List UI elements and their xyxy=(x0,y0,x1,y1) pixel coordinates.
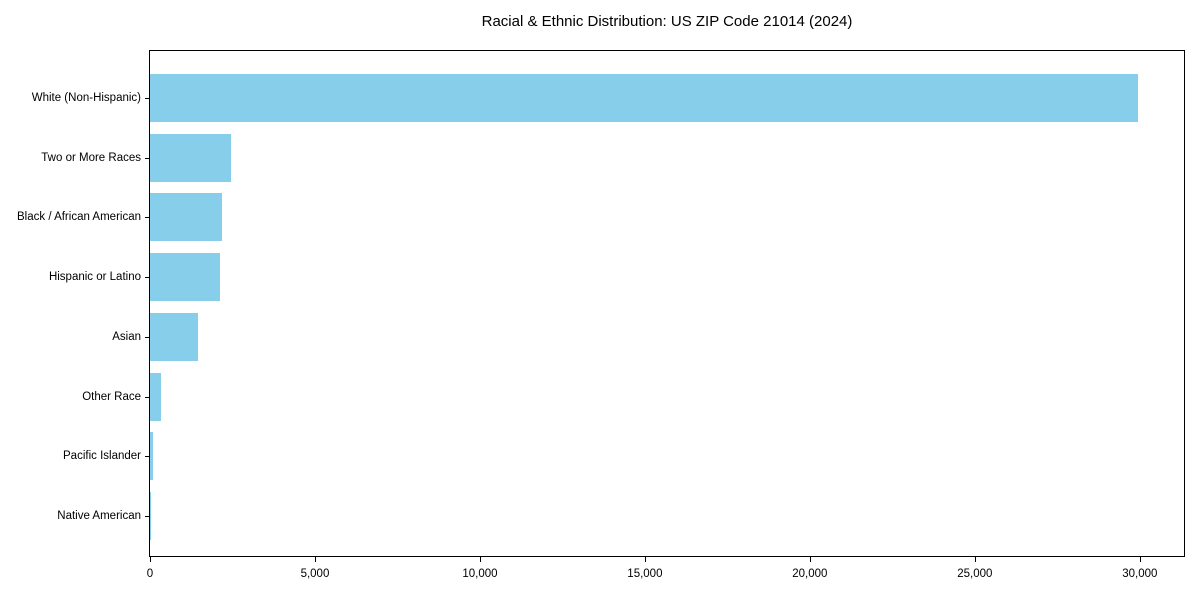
x-tick-mark xyxy=(314,557,316,562)
bar-asian xyxy=(150,312,198,361)
bar-hispanic-or-latino xyxy=(150,253,221,302)
plot-area: White (Non-Hispanic) Two or More Races Bla… xyxy=(17,50,1185,580)
bar-pacific-islander xyxy=(150,432,154,481)
y-tick-mark xyxy=(145,456,149,458)
y-tick-mark xyxy=(145,98,149,99)
chart-title: Racial & Ethnic Distribution: US ZIP Cod… xyxy=(481,13,853,30)
y-tick-label-other-race: Other Race xyxy=(82,390,141,403)
bar-white-non-hispanic xyxy=(150,74,1139,122)
y-tick-label-asian: Asian xyxy=(112,330,141,343)
x-tick-mark xyxy=(1139,557,1141,562)
y-tick-mark xyxy=(145,217,149,219)
y-tick-label-hispanic-or-latino: Hispanic or Latino xyxy=(48,271,141,284)
x-tick-label-10000: 10,000 xyxy=(462,568,498,580)
x-tick-mark xyxy=(479,557,481,562)
x-tick-label-0: 0 xyxy=(146,568,154,580)
bar-two-or-more-races xyxy=(150,133,232,182)
x-tick-mark xyxy=(974,557,976,562)
y-tick-mark xyxy=(145,515,149,517)
bar-black-african-american xyxy=(150,193,223,242)
y-tick-label-white-non-hispanic: White (Non-Hispanic) xyxy=(31,92,141,104)
y-tick-label-two-or-more-races: Two or More Races xyxy=(41,151,141,164)
x-tick-label-5000: 5,000 xyxy=(300,568,330,580)
x-tick-label-30000: 30,000 xyxy=(1122,568,1158,580)
x-tick-label-20000: 20,000 xyxy=(792,568,828,580)
y-tick-mark xyxy=(145,396,149,398)
x-tick-mark xyxy=(150,557,151,562)
y-tick-label-pacific-islander: Pacific Islander xyxy=(63,450,141,463)
x-tick-mark xyxy=(809,557,811,562)
x-tick-label-25000: 25,000 xyxy=(957,568,993,580)
y-tick-mark xyxy=(145,336,149,338)
bar-other-race xyxy=(150,372,162,421)
y-tick-label-native-american: Native American xyxy=(57,509,141,522)
y-tick-label-black-african-american: Black / African American xyxy=(17,211,141,224)
y-tick-mark xyxy=(145,277,149,279)
bar-native-american xyxy=(150,491,151,540)
y-tick-mark xyxy=(145,157,149,159)
x-tick-mark xyxy=(644,557,646,562)
x-tick-label-15000: 15,000 xyxy=(627,568,663,580)
